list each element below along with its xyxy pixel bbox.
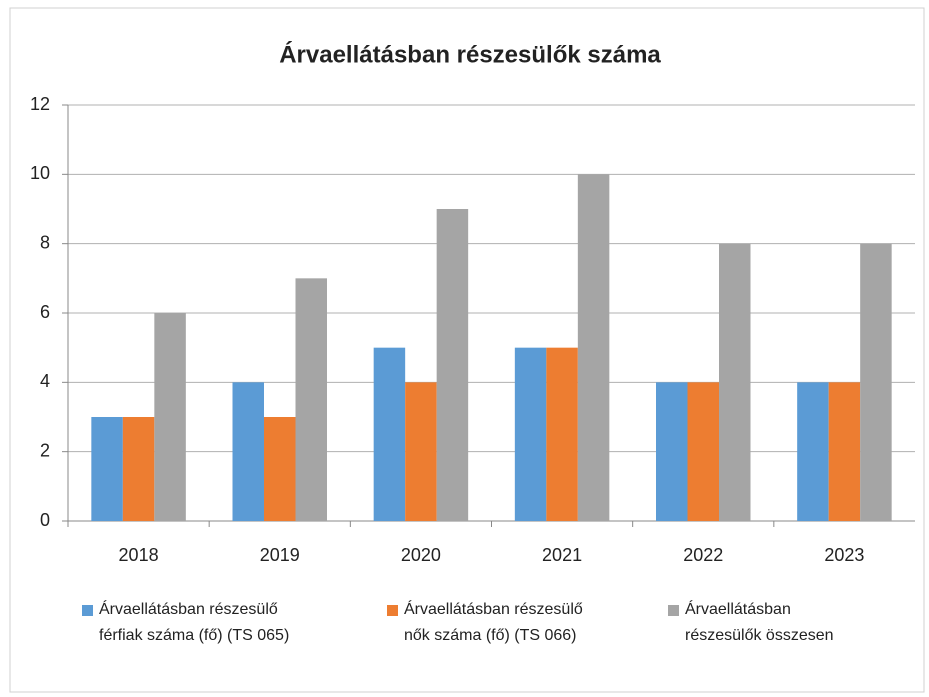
bar: [91, 417, 123, 521]
bar: [719, 243, 751, 521]
y-tick-label: 4: [40, 371, 50, 391]
y-tick-label: 2: [40, 440, 50, 460]
chart-title: Árvaellátásban részesülők száma: [279, 40, 661, 68]
legend-label: Árvaellátásban részesülő nők száma (fő) …: [404, 601, 583, 644]
bar: [373, 347, 406, 521]
y-tick-label: 12: [30, 94, 50, 114]
y-tick-label: 6: [40, 302, 50, 322]
x-tick-label: 2018: [119, 545, 159, 565]
bar: [656, 382, 688, 521]
x-tick-label: 2019: [260, 545, 300, 565]
legend-swatch: [387, 605, 398, 616]
y-tick-label: 10: [30, 163, 50, 183]
y-tick-label: 8: [40, 232, 50, 252]
legend-label: Árvaellátásban részesülők összesen: [685, 601, 834, 644]
legend-label: Árvaellátásban részesülő férfiak száma (…: [99, 601, 290, 644]
bar: [860, 243, 892, 521]
x-tick-label: 2022: [683, 545, 723, 565]
x-tick-label: 2021: [542, 545, 582, 565]
bar: [687, 382, 719, 521]
x-tick-label: 2020: [401, 545, 441, 565]
legend-item: Árvaellátásban részesülő férfiak száma (…: [82, 597, 299, 649]
bar: [828, 382, 861, 521]
bar: [154, 313, 186, 521]
bar: [797, 382, 829, 521]
bar: [264, 417, 296, 521]
legend-swatch: [82, 605, 93, 616]
legend-swatch: [668, 605, 679, 616]
bar: [514, 347, 547, 521]
legend-item: Árvaellátásban részesülők összesen: [668, 597, 855, 649]
bar: [546, 347, 578, 521]
bar: [405, 382, 437, 521]
bar: [122, 417, 155, 521]
y-tick-label: 0: [40, 510, 50, 530]
bar: [436, 209, 469, 521]
bar: [295, 278, 327, 521]
bar: [577, 174, 610, 522]
bar: [232, 382, 264, 521]
legend-item: Árvaellátásban részesülő nők száma (fő) …: [387, 597, 604, 649]
x-tick-label: 2023: [824, 545, 864, 565]
